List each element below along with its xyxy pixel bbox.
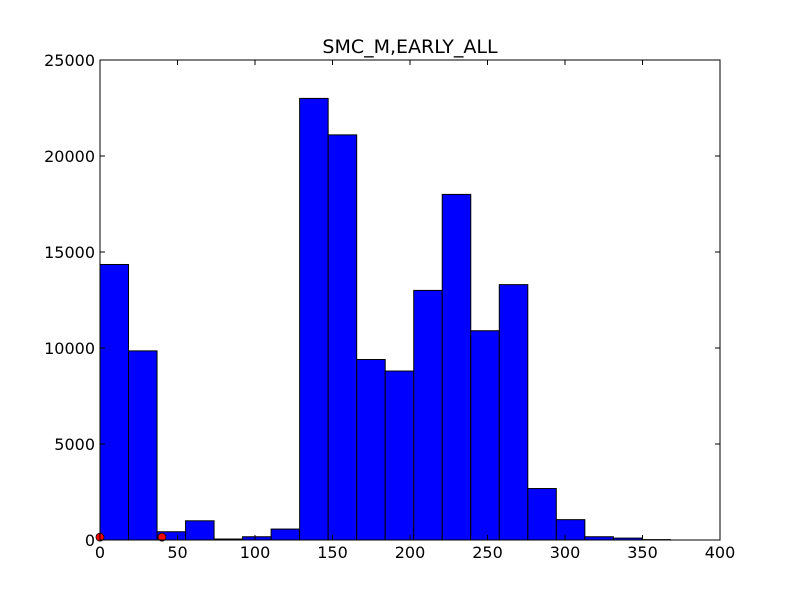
- histogram-bar-1: [128, 350, 158, 541]
- x-tick-label: 50: [167, 543, 187, 562]
- x-tick-label: 250: [472, 543, 503, 562]
- x-axis-ticks: 0 50 100 150 200 250 300 350 400: [95, 60, 735, 562]
- chart-title: SMC_M,EARLY_ALL: [322, 36, 498, 58]
- histogram-bar-13: [470, 330, 500, 541]
- histogram-bar-16: [555, 519, 586, 541]
- histogram-bar-8: [327, 134, 358, 541]
- x-tick-label: 200: [395, 543, 426, 562]
- histogram-bar-3: [185, 520, 215, 541]
- histogram-bar-10: [384, 370, 415, 541]
- y-axis-ticks: 0 5000 10000 15000 20000 25000: [44, 51, 720, 550]
- y-tick-label: 5000: [54, 435, 95, 454]
- x-tick-label: 150: [317, 543, 348, 562]
- x-tick-label: 350: [627, 543, 658, 562]
- bars-group: [99, 97, 671, 541]
- x-tick-label: 0: [95, 543, 105, 562]
- y-tick-label: 0: [85, 531, 95, 550]
- histogram-bar-14: [498, 284, 529, 541]
- x-tick-label: 400: [705, 543, 736, 562]
- y-tick-label: 15000: [44, 243, 95, 262]
- y-tick-label: 10000: [44, 339, 95, 358]
- y-tick-label: 20000: [44, 147, 95, 166]
- histogram-bar-7: [299, 97, 329, 541]
- x-tick-label: 100: [240, 543, 271, 562]
- histogram-bar-9: [356, 359, 386, 541]
- histogram-bar-6: [270, 528, 301, 541]
- x-tick-label: 300: [550, 543, 581, 562]
- histogram-bar-0: [99, 263, 130, 541]
- y-tick-label: 25000: [44, 51, 95, 70]
- histogram-bar-11: [413, 289, 443, 541]
- data-marker-1: [157, 532, 167, 542]
- markers-group: [95, 532, 167, 542]
- histogram-bar-12: [441, 193, 472, 541]
- histogram-bar-15: [527, 488, 557, 541]
